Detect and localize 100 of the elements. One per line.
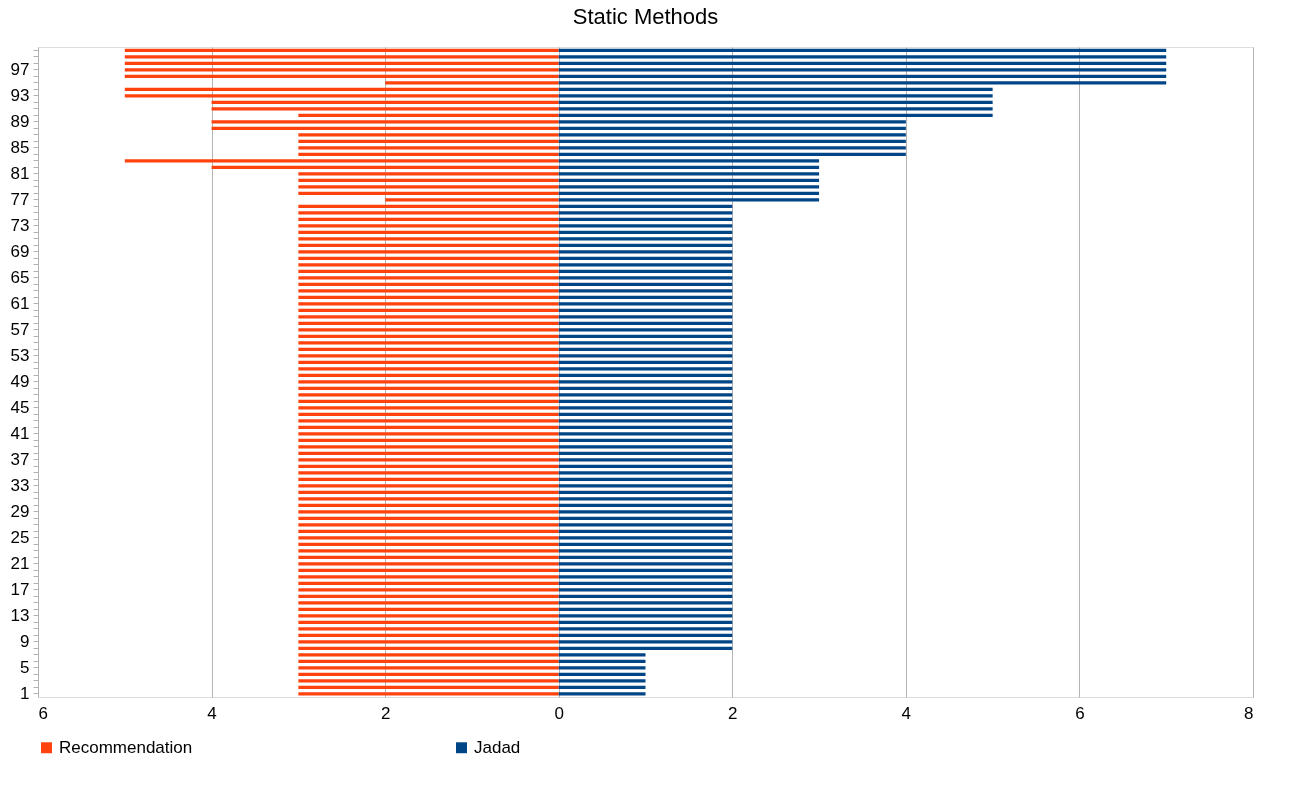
- bar: [298, 406, 559, 410]
- bar: [558, 276, 733, 280]
- bar: [298, 178, 559, 182]
- bar: [298, 211, 559, 215]
- bar: [558, 159, 820, 163]
- bar: [298, 627, 559, 631]
- bar: [298, 289, 559, 293]
- bar: [558, 542, 733, 546]
- bar: [558, 614, 733, 618]
- bar: [124, 159, 559, 163]
- bar: [558, 282, 733, 286]
- x-tick-label: 8: [1244, 703, 1254, 723]
- bar: [298, 256, 559, 260]
- bar: [298, 562, 559, 566]
- bar: [211, 126, 559, 130]
- bar: [558, 295, 733, 299]
- y-tick-label: 97: [10, 59, 30, 79]
- bar: [298, 581, 559, 585]
- bar: [558, 146, 906, 150]
- bar: [558, 640, 733, 644]
- bar: [558, 575, 733, 579]
- bar: [124, 55, 559, 59]
- bar: [298, 490, 559, 494]
- bar: [558, 464, 733, 468]
- bar: [298, 204, 559, 208]
- bar: [558, 503, 733, 507]
- y-tick-label: 85: [10, 137, 30, 157]
- bar: [558, 458, 733, 462]
- bar: [385, 198, 559, 202]
- bar: [558, 250, 733, 254]
- bar: [558, 438, 733, 442]
- bar: [298, 146, 559, 150]
- bar: [558, 425, 733, 429]
- bar: [298, 568, 559, 572]
- bar: [558, 367, 733, 371]
- y-tick-label: 1: [20, 683, 30, 703]
- bar: [298, 243, 559, 247]
- bar: [298, 477, 559, 481]
- bar: [558, 451, 733, 455]
- bar: [558, 412, 733, 416]
- y-tick-label: 17: [10, 579, 30, 599]
- bar: [211, 107, 559, 111]
- bar: [558, 48, 1167, 52]
- bar: [558, 692, 646, 696]
- bar: [298, 217, 559, 221]
- bar: [298, 425, 559, 429]
- bar: [558, 55, 1167, 59]
- bar: [298, 692, 559, 696]
- bar: [298, 451, 559, 455]
- bar: [298, 471, 559, 475]
- bar: [558, 516, 733, 520]
- bar: [558, 165, 820, 169]
- bar: [558, 178, 820, 182]
- bar: [298, 607, 559, 611]
- bar: [558, 211, 733, 215]
- bar: [558, 81, 1167, 85]
- bar: [558, 107, 993, 111]
- bar: [298, 575, 559, 579]
- bar: [558, 334, 733, 338]
- bar: [298, 633, 559, 637]
- y-tick-label: 77: [10, 189, 30, 209]
- bar: [298, 380, 559, 384]
- bar: [558, 659, 646, 663]
- bar: [558, 594, 733, 598]
- bar: [558, 191, 820, 195]
- bar: [211, 165, 559, 169]
- bar: [298, 594, 559, 598]
- bar: [298, 308, 559, 312]
- bar: [558, 315, 733, 319]
- bar: [298, 341, 559, 345]
- bar: [298, 269, 559, 273]
- bar: [298, 230, 559, 234]
- bar: [298, 653, 559, 657]
- x-tick-label: 4: [901, 703, 912, 723]
- bar: [558, 347, 733, 351]
- bar: [558, 230, 733, 234]
- bar: [298, 523, 559, 527]
- y-tick-label: 93: [10, 85, 30, 105]
- bar: [558, 74, 1167, 78]
- bar: [558, 601, 733, 605]
- bar: [558, 666, 646, 670]
- y-tick-label: 69: [10, 241, 30, 261]
- bar: [558, 302, 733, 306]
- bar: [298, 113, 559, 117]
- bar: [558, 419, 733, 423]
- bar: [558, 620, 733, 624]
- bar: [558, 529, 733, 533]
- bar: [298, 334, 559, 338]
- bar: [298, 516, 559, 520]
- bar: [298, 282, 559, 286]
- bar: [558, 217, 733, 221]
- bar: [558, 269, 733, 273]
- bar: [298, 458, 559, 462]
- bar: [298, 360, 559, 364]
- bar: [298, 529, 559, 533]
- bar: [124, 68, 559, 72]
- bar: [558, 68, 1167, 72]
- bar: [558, 471, 733, 475]
- bar: [298, 510, 559, 514]
- y-tick-label: 89: [10, 111, 30, 131]
